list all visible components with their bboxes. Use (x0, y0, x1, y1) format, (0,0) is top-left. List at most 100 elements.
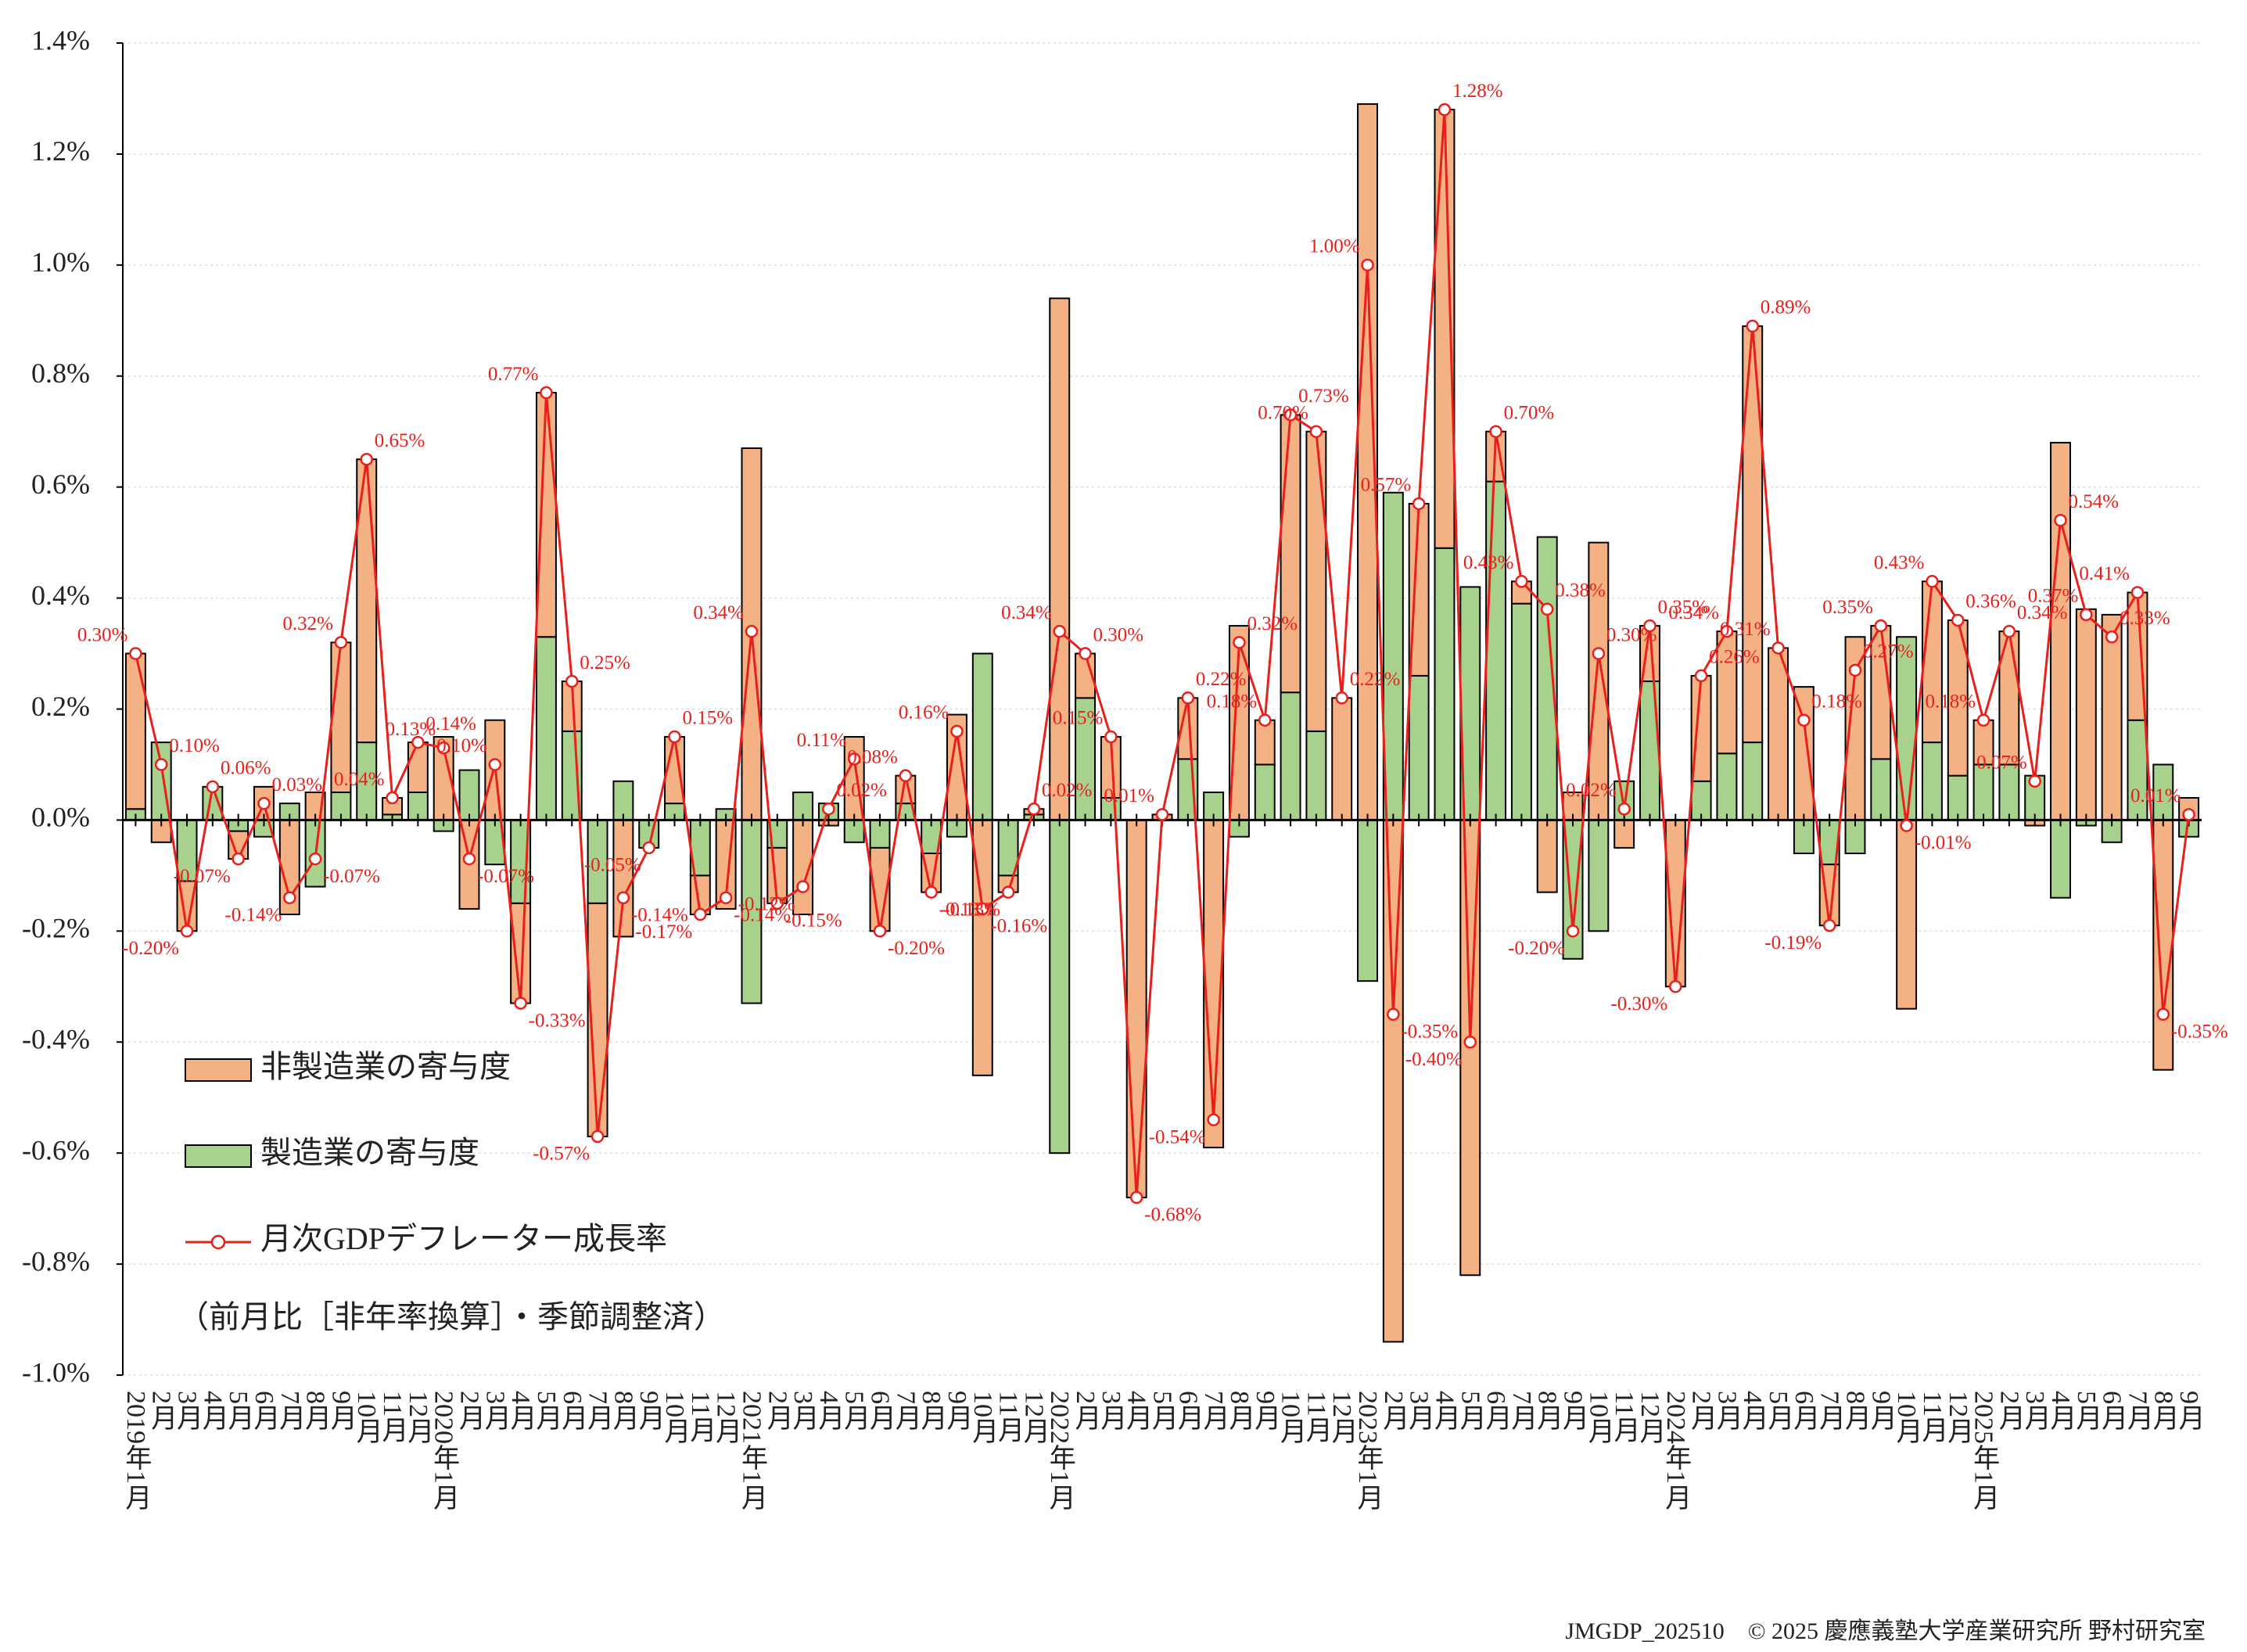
x-tick-label: 12月 (1327, 1391, 1358, 1444)
data-label: 0.11% (797, 730, 847, 751)
point (1438, 102, 1452, 117)
point (1027, 802, 1041, 816)
data-label: 0.30% (77, 624, 128, 645)
point (1412, 497, 1426, 511)
x-tick-label: 10月 (1584, 1391, 1614, 1444)
point (206, 780, 220, 794)
data-label: 0.34% (693, 602, 744, 623)
x-tick-label: 4月 (1430, 1391, 1460, 1431)
bar (2101, 613, 2123, 821)
bar (1716, 752, 1738, 821)
bar (612, 780, 634, 821)
x-tick-label: 11月 (1610, 1391, 1640, 1443)
x-tick-label: 7月 (1507, 1391, 1538, 1431)
data-label: -0.68% (1144, 1205, 1201, 1226)
bar (741, 447, 763, 821)
data-label: 0.14% (425, 713, 476, 734)
data-label: -0.05% (584, 855, 641, 876)
x-tick-label: 3月 (788, 1391, 819, 1431)
note: （前月比［非年率換算］・季節調整済） (178, 1299, 725, 1334)
x-tick-label: 5月 (1764, 1391, 1794, 1431)
point (1283, 408, 1298, 422)
data-label: 0.02% (1042, 780, 1093, 801)
x-tick-label: 11月 (1918, 1391, 1948, 1443)
x-tick-label: 2月 (1994, 1391, 2025, 1431)
point (1900, 819, 1913, 832)
data-label: -0.07% (323, 866, 380, 887)
x-tick-label: 2025年1月 (1969, 1391, 2000, 1510)
x-tick-label: 12月 (1019, 1391, 1050, 1444)
data-label: 0.77% (488, 364, 539, 385)
bar (1049, 297, 1071, 821)
data-label: 0.01% (2130, 785, 2181, 806)
point (488, 758, 502, 771)
legend-label: 月次GDPデフレーター成長率 (260, 1221, 667, 1256)
point (1926, 575, 1939, 588)
y-tick-label: 0.6% (31, 469, 90, 500)
y-tick-label: 0.4% (31, 580, 90, 611)
data-label: 0.03% (271, 774, 322, 795)
data-label: -0.20% (888, 938, 945, 959)
x-tick-label: 4月 (1122, 1391, 1153, 1431)
data-label: 0.18% (1811, 691, 1862, 712)
point (1001, 885, 1015, 899)
bar (1947, 774, 1969, 821)
point (642, 841, 655, 855)
x-tick-label: 8月 (1841, 1391, 1872, 1431)
bar (1254, 763, 1276, 821)
point (1104, 730, 1118, 744)
data-label: 0.10% (436, 735, 487, 756)
bar (2050, 441, 2071, 821)
bar (1510, 602, 1532, 821)
point (719, 891, 733, 905)
point (1309, 425, 1323, 438)
x-tick-label: 2月 (1687, 1391, 1718, 1431)
bar (971, 652, 993, 821)
point (308, 852, 322, 866)
point (436, 741, 450, 755)
point (154, 758, 168, 771)
data-label: -0.14% (631, 904, 688, 925)
data-label: 0.32% (1247, 613, 1298, 634)
x-tick-label: 4月 (2046, 1391, 2077, 1431)
data-label: 0.06% (221, 758, 271, 779)
data-label: 0.15% (683, 708, 734, 729)
point (462, 852, 476, 866)
y-tick-label: 0.2% (31, 691, 90, 722)
x-tick-label: 5月 (532, 1391, 562, 1431)
point (1387, 1007, 1400, 1022)
point (2054, 513, 2067, 527)
x-tick-label: 12月 (1635, 1391, 1666, 1444)
x-tick-label: 8月 (1533, 1391, 1563, 1431)
bar (2075, 608, 2097, 821)
bar (1459, 586, 1481, 821)
x-tick-label: 12月 (1944, 1391, 1974, 1444)
bar (1331, 697, 1353, 821)
data-label: 0.89% (1761, 297, 1811, 318)
legend-swatch (210, 1234, 226, 1250)
x-tick-label: 5月 (1148, 1391, 1179, 1431)
bar (407, 742, 429, 793)
point (1643, 619, 1657, 633)
x-tick-label: 6月 (866, 1391, 896, 1431)
x-tick-label: 6月 (558, 1391, 588, 1431)
data-label: 0.32% (282, 613, 333, 634)
x-tick-label: 11月 (378, 1391, 408, 1443)
y-tick-label: -0.6% (22, 1134, 90, 1165)
x-tick-label: 7月 (1199, 1391, 1229, 1431)
data-label: 0.13% (386, 719, 436, 740)
x-tick-label: 3月 (1712, 1391, 1743, 1431)
point (1822, 918, 1836, 932)
data-label: 0.35% (1657, 597, 1708, 618)
data-label: -0.20% (122, 938, 179, 959)
x-tick-label: 7月 (583, 1391, 614, 1431)
point (2130, 586, 2145, 599)
data-label: -0.30% (1610, 993, 1667, 1015)
data-label: 0.08% (847, 746, 898, 767)
y-tick-label: 1.2% (31, 135, 90, 167)
data-label: 0.73% (1298, 386, 1349, 407)
data-label: 0.16% (899, 702, 949, 724)
x-tick-label: 9月 (326, 1391, 357, 1431)
bar (1382, 491, 1404, 821)
point (1155, 808, 1169, 821)
